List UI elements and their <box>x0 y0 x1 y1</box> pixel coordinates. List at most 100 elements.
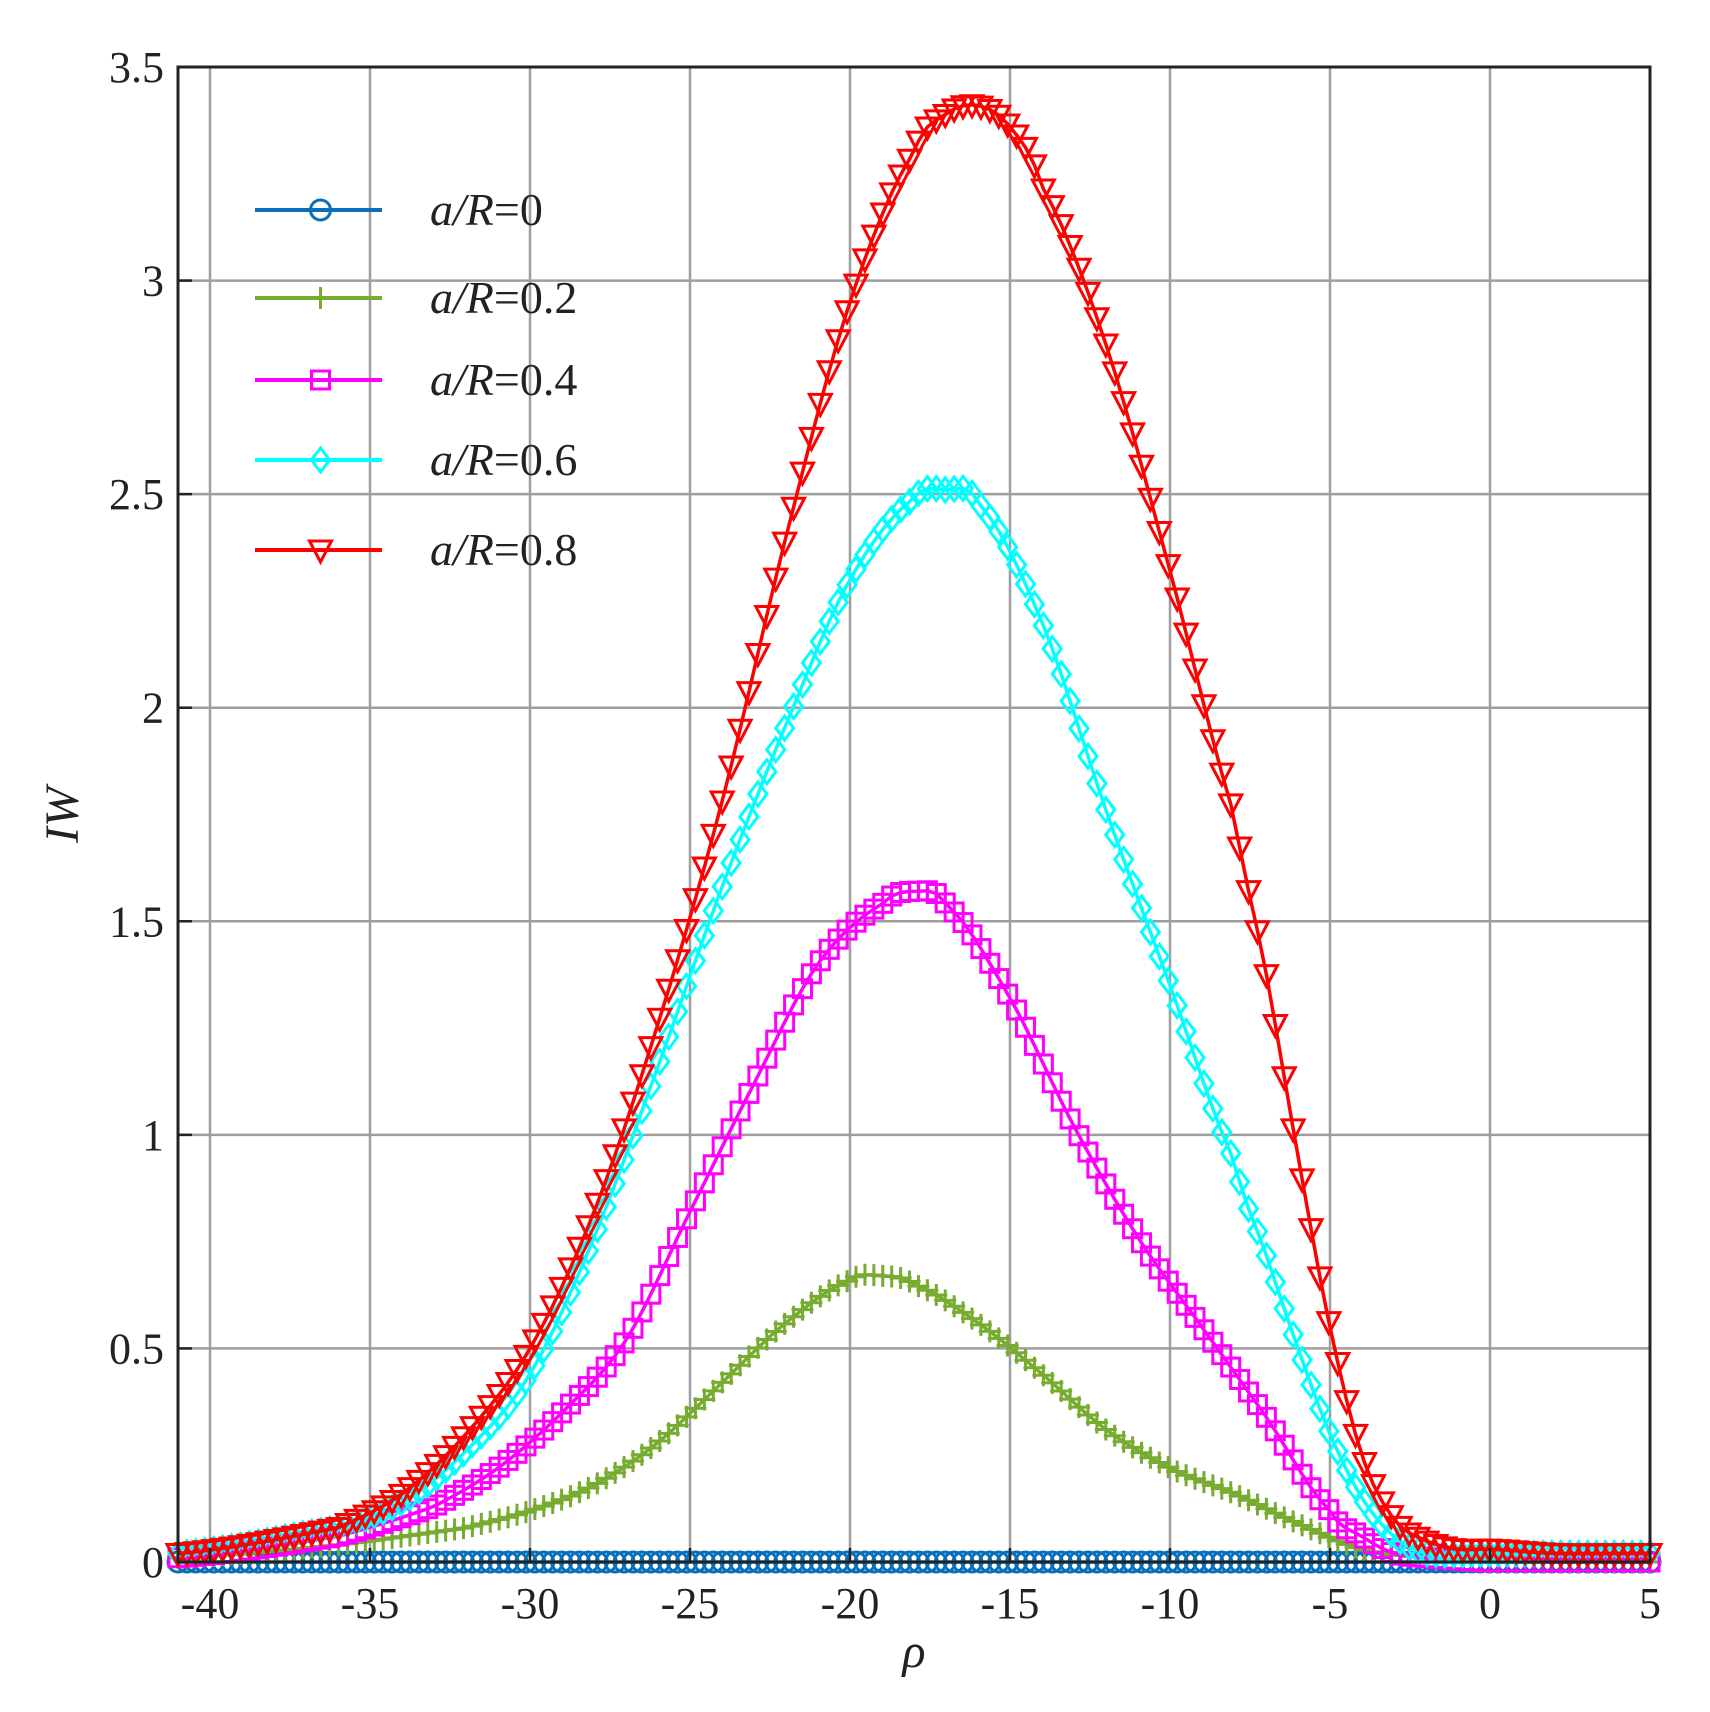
marker-diamond <box>648 1047 671 1077</box>
y-tick-label: 0 <box>142 1538 164 1587</box>
marker-diamond <box>666 997 689 1027</box>
marker-plus <box>541 1491 564 1514</box>
marker-diamond <box>907 478 930 508</box>
marker-diamond <box>800 648 823 678</box>
marker-diamond <box>1112 844 1135 874</box>
marker-triangle-down <box>735 681 763 707</box>
marker-triangle-down <box>1145 521 1173 547</box>
marker-diamond <box>1228 1167 1251 1197</box>
marker-plus <box>506 1503 529 1526</box>
marker-diamond <box>898 487 921 517</box>
x-tick-label: 5 <box>1639 1579 1661 1628</box>
marker-plus <box>1201 1474 1224 1497</box>
marker-diamond <box>684 946 707 976</box>
marker-plus <box>907 1275 930 1298</box>
legend-label-variable: a/R <box>430 354 494 405</box>
marker-triangle-down <box>878 182 906 209</box>
marker-triangle-down <box>744 642 772 669</box>
marker-diamond <box>1255 1241 1278 1271</box>
marker-diamond <box>720 848 742 878</box>
x-tick-label: -10 <box>1141 1579 1200 1628</box>
marker-diamond <box>827 587 850 617</box>
marker-triangle-down <box>1163 587 1191 614</box>
marker-triangle-down <box>1074 281 1102 308</box>
legend-item: a/R=0.8 <box>255 524 577 575</box>
marker-triangle-down <box>1306 1266 1334 1293</box>
marker-plus <box>1166 1460 1189 1483</box>
marker-triangle-down <box>449 1426 477 1452</box>
marker-triangle-down <box>1172 622 1200 649</box>
marker-triangle-down <box>646 1007 674 1034</box>
legend: a/R=0a/R=0.2a/R=0.4a/R=0.6a/R=0.8 <box>255 184 577 575</box>
marker-triangle-down <box>1297 1218 1325 1244</box>
marker-diamond <box>934 475 957 505</box>
marker-diamond <box>818 606 841 636</box>
marker-diamond <box>434 1455 457 1485</box>
y-tick-label: 2 <box>142 684 164 733</box>
marker-plus <box>1273 1506 1296 1529</box>
marker-triangle-down <box>1270 1066 1298 1092</box>
marker-diamond <box>604 1169 627 1199</box>
marker-triangle-down <box>1252 964 1280 990</box>
marker-plus <box>934 1289 957 1312</box>
marker-plus <box>550 1488 573 1511</box>
marker-diamond <box>1264 1267 1287 1297</box>
marker-triangle-down <box>1404 1526 1432 1553</box>
marker-triangle-down <box>1136 487 1164 514</box>
marker-triangle-down <box>896 148 924 175</box>
legend-label-variable: a/R <box>430 272 494 323</box>
marker-diamond <box>416 1470 439 1500</box>
marker-triangle-down <box>530 1312 558 1339</box>
marker-triangle-down <box>1288 1168 1316 1195</box>
marker-diamond <box>309 445 332 475</box>
marker-triangle-down <box>1368 1491 1396 1518</box>
marker-plus <box>577 1477 600 1500</box>
legend-item: a/R=0.4 <box>255 354 577 405</box>
legend-label-value: =0.2 <box>494 272 577 323</box>
marker-diamond <box>568 1257 591 1287</box>
marker-triangle-down <box>985 104 1013 131</box>
marker-diamond <box>1077 741 1099 771</box>
x-tick-label: -30 <box>501 1579 560 1628</box>
marker-diamond <box>1175 1016 1197 1046</box>
marker-plus <box>1255 1497 1278 1520</box>
marker-triangle-down <box>967 95 995 122</box>
marker-plus <box>1299 1518 1322 1541</box>
marker-plus <box>889 1267 912 1290</box>
marker-triangle-down <box>1065 257 1093 284</box>
legend-item: a/R=0.6 <box>255 434 577 485</box>
marker-diamond <box>1121 869 1144 899</box>
marker-diamond <box>613 1145 635 1175</box>
marker-triangle-down <box>780 496 808 523</box>
marker-triangle-down <box>405 1469 433 1496</box>
marker-diamond <box>1032 611 1055 641</box>
legend-label: a/R=0 <box>430 184 543 235</box>
marker-diamond <box>1193 1069 1215 1099</box>
marker-plus <box>818 1279 841 1302</box>
marker-triangle-down <box>1226 836 1254 863</box>
marker-diamond <box>1317 1416 1340 1446</box>
marker-triangle-down <box>1413 1530 1441 1557</box>
marker-triangle-down <box>1217 793 1245 820</box>
marker-triangle-down <box>1083 307 1111 333</box>
marker-triangle-down <box>476 1395 504 1421</box>
marker-diamond <box>425 1463 448 1493</box>
legend-label-value: =0.6 <box>494 434 577 485</box>
marker-plus <box>1112 1430 1135 1453</box>
marker-triangle-down <box>673 919 700 945</box>
y-tick-label: 1 <box>142 1111 164 1160</box>
marker-triangle-down <box>565 1236 593 1263</box>
marker-triangle-down <box>1029 178 1057 205</box>
marker-diamond <box>1246 1217 1269 1247</box>
marker-triangle-down <box>592 1169 620 1195</box>
marker-plus <box>595 1467 618 1490</box>
marker-diamond <box>1094 795 1117 825</box>
marker-plus <box>1130 1441 1153 1464</box>
marker-triangle-down <box>806 392 834 419</box>
marker-plus <box>1139 1446 1162 1469</box>
marker-plus <box>1184 1467 1207 1490</box>
marker-triangle-down <box>655 978 683 1005</box>
marker-diamond <box>1210 1117 1233 1147</box>
marker-diamond <box>1309 1394 1331 1424</box>
